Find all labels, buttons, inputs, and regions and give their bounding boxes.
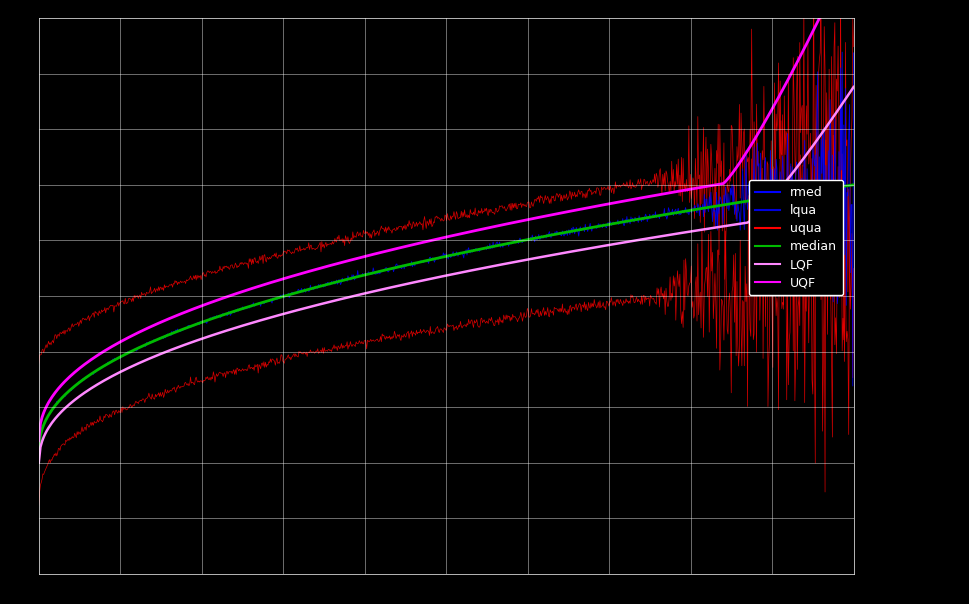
Legend: rmed, lqua, uqua, median, LQF, UQF: rmed, lqua, uqua, median, LQF, UQF [748, 180, 842, 295]
